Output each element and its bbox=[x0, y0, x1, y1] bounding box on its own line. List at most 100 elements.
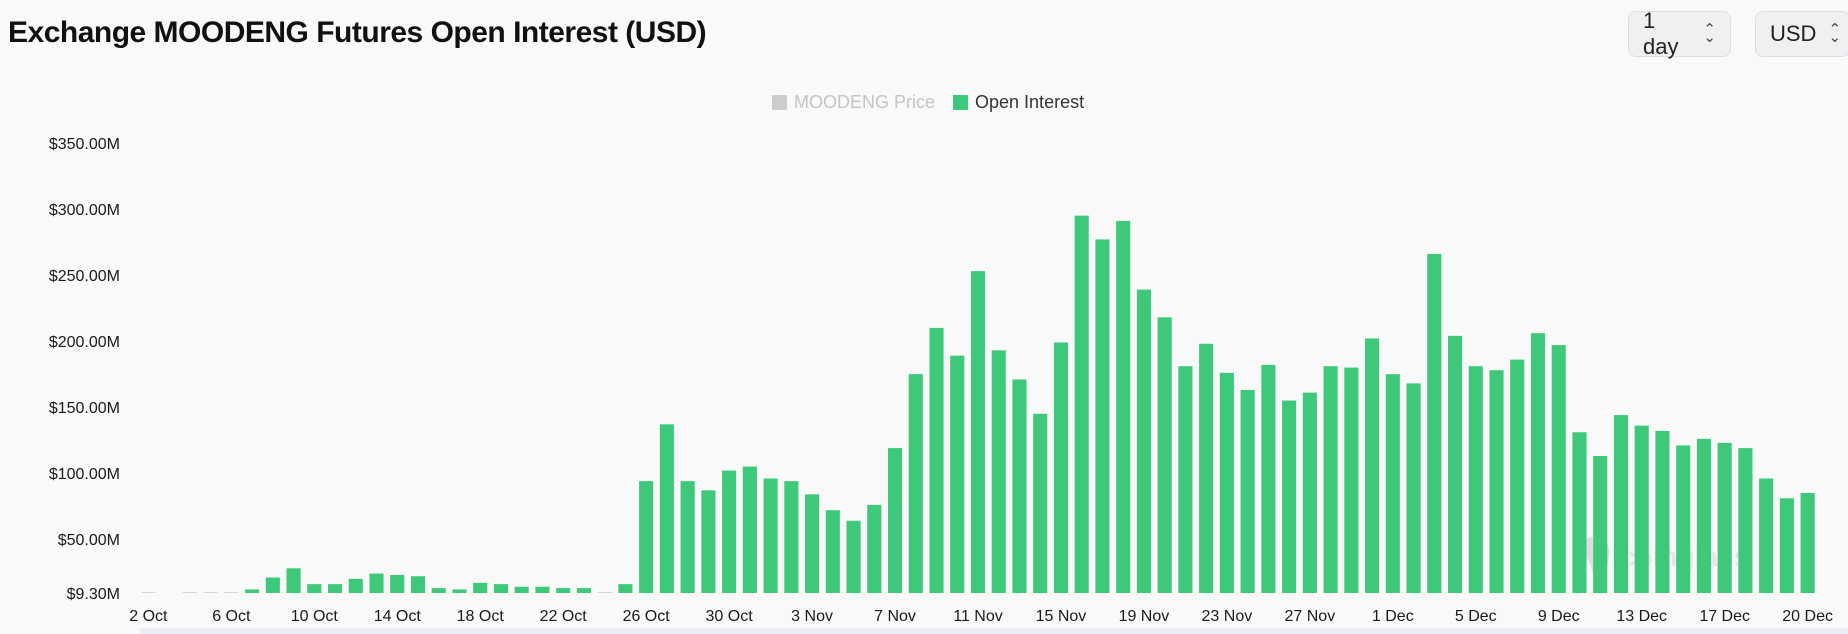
bar[interactable] bbox=[1385, 374, 1400, 593]
bar[interactable] bbox=[493, 584, 509, 593]
interval-select[interactable]: 1 day ⌃ ⌄ bbox=[1628, 8, 1731, 59]
bar[interactable] bbox=[805, 494, 820, 593]
bar[interactable] bbox=[1116, 220, 1131, 593]
bar[interactable] bbox=[846, 520, 861, 593]
bar[interactable] bbox=[1572, 432, 1587, 593]
bar[interactable] bbox=[265, 577, 280, 593]
bar[interactable] bbox=[1033, 413, 1048, 593]
legend-item-price[interactable]: MOODENG Price bbox=[772, 92, 935, 113]
bar[interactable] bbox=[1530, 333, 1546, 593]
x-tick-label: 10 Oct bbox=[291, 608, 339, 625]
bar[interactable] bbox=[1489, 370, 1504, 593]
bar[interactable] bbox=[224, 592, 239, 593]
x-axis: 2 Oct 6 Oct 10 Oct 14 Oct 18 Oct 22 Oct 26 Oct… bbox=[129, 608, 1833, 625]
bar[interactable] bbox=[742, 466, 757, 593]
bar[interactable] bbox=[950, 355, 965, 593]
x-tick-label: 13 Dec bbox=[1616, 608, 1667, 625]
bar[interactable] bbox=[286, 568, 301, 593]
x-tick-label: 3 Nov bbox=[791, 608, 833, 625]
currency-select[interactable]: USD ⌃ ⌄ bbox=[1755, 11, 1848, 57]
bar[interactable] bbox=[182, 592, 197, 593]
bar[interactable] bbox=[203, 592, 218, 593]
bar[interactable] bbox=[825, 510, 840, 593]
bar[interactable] bbox=[1427, 253, 1442, 593]
bar[interactable] bbox=[1178, 366, 1193, 593]
bar[interactable] bbox=[431, 588, 446, 593]
bar[interactable] bbox=[556, 588, 571, 593]
bar[interactable] bbox=[245, 589, 260, 593]
scroll-strip bbox=[140, 628, 1848, 634]
bar[interactable] bbox=[390, 574, 405, 593]
bar[interactable] bbox=[1676, 445, 1691, 593]
y-axis: $9.30M $50.00M $100.00M $150.00M $200.00M $25… bbox=[49, 136, 120, 603]
bar[interactable] bbox=[701, 490, 716, 593]
bar[interactable] bbox=[1074, 215, 1089, 593]
bar[interactable] bbox=[514, 586, 529, 593]
bar[interactable] bbox=[1593, 456, 1608, 593]
bar[interactable] bbox=[1136, 289, 1151, 593]
bar[interactable] bbox=[1551, 345, 1566, 593]
y-tick-label: $250.00M bbox=[49, 268, 120, 285]
bar[interactable] bbox=[1406, 383, 1421, 593]
x-tick-label: 15 Nov bbox=[1036, 608, 1087, 625]
bar[interactable] bbox=[908, 374, 923, 593]
bar[interactable] bbox=[763, 478, 778, 593]
bar[interactable] bbox=[1261, 364, 1276, 593]
bar[interactable] bbox=[1634, 425, 1649, 593]
bar[interactable] bbox=[576, 588, 591, 593]
bar[interactable] bbox=[1717, 442, 1732, 593]
bar[interactable] bbox=[348, 578, 363, 593]
bar[interactable] bbox=[867, 504, 882, 593]
bar[interactable] bbox=[784, 481, 799, 593]
bar[interactable] bbox=[929, 327, 944, 593]
interval-select-value: 1 day bbox=[1643, 8, 1679, 59]
bar[interactable] bbox=[1800, 493, 1815, 593]
y-tick-label: $50.00M bbox=[58, 532, 120, 549]
x-tick-label: 30 Oct bbox=[706, 608, 754, 625]
bar[interactable] bbox=[1199, 343, 1214, 593]
bar[interactable] bbox=[141, 592, 156, 593]
bar[interactable] bbox=[1344, 367, 1359, 593]
bar[interactable] bbox=[1779, 498, 1794, 593]
bar[interactable] bbox=[1759, 478, 1774, 593]
bar[interactable] bbox=[887, 448, 903, 593]
bar[interactable] bbox=[1468, 366, 1483, 593]
bar[interactable] bbox=[1323, 366, 1338, 593]
bar[interactable] bbox=[1095, 239, 1110, 594]
bar[interactable] bbox=[327, 584, 343, 593]
bar[interactable] bbox=[473, 582, 488, 593]
chart-legend: MOODENG Price Open Interest bbox=[772, 92, 1102, 113]
bar[interactable] bbox=[535, 586, 550, 593]
y-tick-label: $350.00M bbox=[49, 136, 120, 153]
bar[interactable] bbox=[1053, 342, 1069, 593]
bar[interactable] bbox=[1240, 389, 1255, 593]
bar[interactable] bbox=[659, 424, 674, 593]
bar[interactable] bbox=[1738, 448, 1753, 593]
y-tick-label: $9.30M bbox=[67, 586, 120, 603]
bar[interactable] bbox=[597, 592, 612, 593]
bar[interactable] bbox=[410, 576, 426, 593]
bar[interactable] bbox=[1447, 335, 1463, 593]
bar[interactable] bbox=[1219, 372, 1234, 593]
bar[interactable] bbox=[1282, 400, 1297, 593]
bar[interactable] bbox=[1302, 392, 1317, 593]
bar[interactable] bbox=[369, 573, 384, 593]
bar[interactable] bbox=[722, 470, 737, 593]
bar[interactable] bbox=[1510, 359, 1525, 593]
bar[interactable] bbox=[452, 589, 467, 593]
y-tick-label: $100.00M bbox=[49, 466, 120, 483]
bar[interactable] bbox=[639, 481, 654, 593]
bar[interactable] bbox=[307, 584, 322, 593]
bar[interactable] bbox=[1613, 415, 1629, 593]
bar[interactable] bbox=[680, 481, 695, 593]
bar[interactable] bbox=[1157, 317, 1172, 593]
bar[interactable] bbox=[1365, 338, 1380, 593]
legend-item-open-interest[interactable]: Open Interest bbox=[953, 92, 1084, 113]
bar[interactable] bbox=[970, 271, 986, 593]
bar[interactable] bbox=[618, 584, 633, 593]
bar[interactable] bbox=[1012, 379, 1027, 593]
up-down-chevron-icon: ⌃ ⌄ bbox=[1703, 21, 1716, 46]
bar[interactable] bbox=[1655, 430, 1670, 593]
bar[interactable] bbox=[1696, 438, 1711, 593]
bar[interactable] bbox=[991, 350, 1006, 593]
